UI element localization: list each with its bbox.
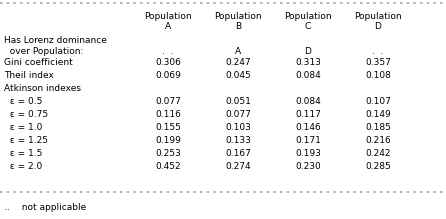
Text: 0.084: 0.084: [295, 97, 321, 106]
Text: Atkinson indexes: Atkinson indexes: [4, 84, 81, 93]
Text: 0.193: 0.193: [295, 149, 321, 158]
Text: 0.045: 0.045: [225, 71, 251, 80]
Text: not applicable: not applicable: [16, 203, 86, 212]
Text: Population: Population: [354, 12, 402, 21]
Text: 0.357: 0.357: [365, 58, 391, 67]
Text: 0.253: 0.253: [155, 149, 181, 158]
Text: ε = 1.0: ε = 1.0: [4, 123, 42, 132]
Text: 0.199: 0.199: [155, 136, 181, 145]
Text: 0.084: 0.084: [295, 71, 321, 80]
Text: B: B: [235, 22, 241, 31]
Text: .  .: . .: [372, 47, 384, 56]
Text: 0.313: 0.313: [295, 58, 321, 67]
Text: 0.133: 0.133: [225, 136, 251, 145]
Text: Population: Population: [284, 12, 332, 21]
Text: ε = 2.0: ε = 2.0: [4, 162, 42, 171]
Text: ε = 0.75: ε = 0.75: [4, 110, 48, 119]
Text: 0.116: 0.116: [155, 110, 181, 119]
Text: ..: ..: [4, 203, 16, 212]
Text: D: D: [375, 22, 381, 31]
Text: ε = 1.25: ε = 1.25: [4, 136, 48, 145]
Text: 0.051: 0.051: [225, 97, 251, 106]
Text: 0.167: 0.167: [225, 149, 251, 158]
Text: 0.108: 0.108: [365, 71, 391, 80]
Text: 0.242: 0.242: [365, 149, 391, 158]
Text: 0.452: 0.452: [155, 162, 181, 171]
Text: 0.149: 0.149: [365, 110, 391, 119]
Text: D: D: [305, 47, 311, 56]
Text: 0.285: 0.285: [365, 162, 391, 171]
Text: 0.230: 0.230: [295, 162, 321, 171]
Text: .  .: . .: [162, 47, 174, 56]
Text: Has Lorenz dominance: Has Lorenz dominance: [4, 36, 107, 45]
Text: 0.306: 0.306: [155, 58, 181, 67]
Text: 0.247: 0.247: [225, 58, 251, 67]
Text: 0.117: 0.117: [295, 110, 321, 119]
Text: 0.171: 0.171: [295, 136, 321, 145]
Text: 0.185: 0.185: [365, 123, 391, 132]
Text: 0.103: 0.103: [225, 123, 251, 132]
Text: over Population:: over Population:: [4, 47, 83, 56]
Text: 0.155: 0.155: [155, 123, 181, 132]
Text: 0.274: 0.274: [225, 162, 251, 171]
Text: Gini coefficient: Gini coefficient: [4, 58, 73, 67]
Text: 0.146: 0.146: [295, 123, 321, 132]
Text: 0.077: 0.077: [225, 110, 251, 119]
Text: ε = 0.5: ε = 0.5: [4, 97, 42, 106]
Text: C: C: [305, 22, 311, 31]
Text: Population: Population: [144, 12, 192, 21]
Text: ε = 1.5: ε = 1.5: [4, 149, 42, 158]
Text: 0.069: 0.069: [155, 71, 181, 80]
Text: A: A: [165, 22, 171, 31]
Text: Population: Population: [214, 12, 262, 21]
Text: Theil index: Theil index: [4, 71, 54, 80]
Text: A: A: [235, 47, 241, 56]
Text: 0.077: 0.077: [155, 97, 181, 106]
Text: 0.107: 0.107: [365, 97, 391, 106]
Text: 0.216: 0.216: [365, 136, 391, 145]
